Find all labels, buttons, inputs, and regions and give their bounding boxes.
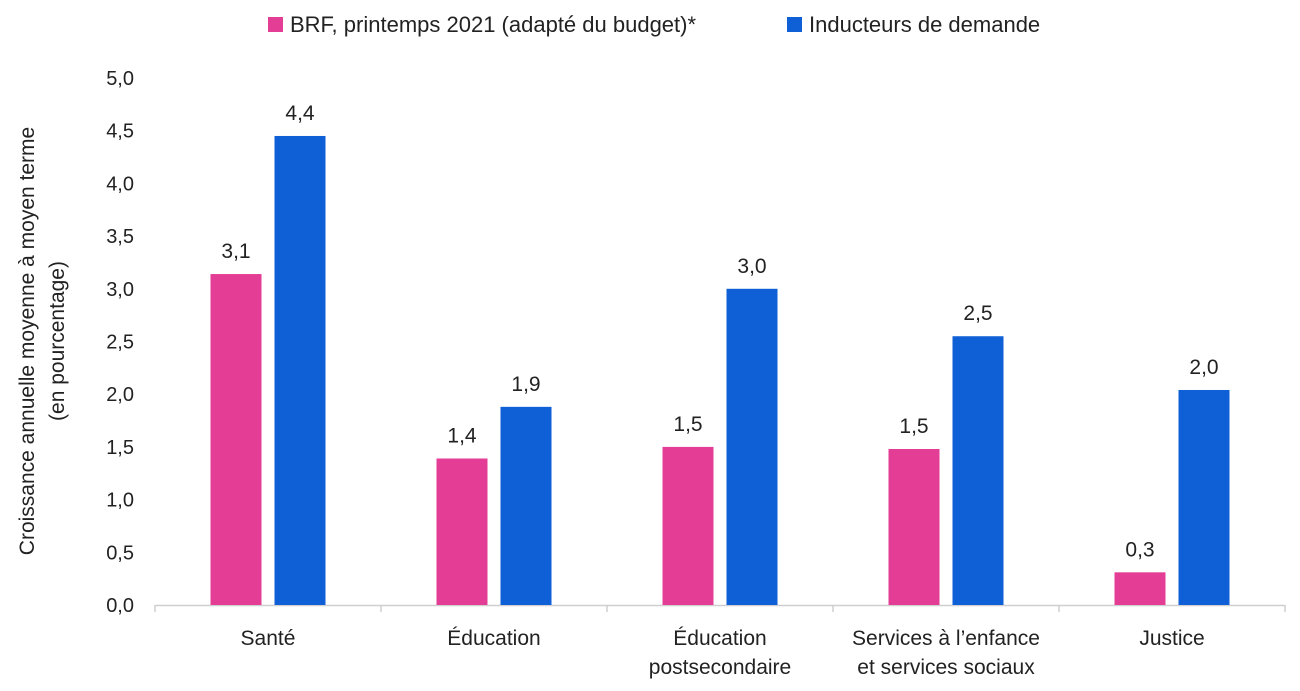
bar-inducteurs-5 bbox=[1178, 389, 1230, 605]
data-label: 3,0 bbox=[737, 255, 766, 278]
category-label: postsecondaire bbox=[649, 656, 791, 679]
legend-label-2: Inducteurs de demande bbox=[809, 12, 1040, 37]
bar-inducteurs-2 bbox=[500, 406, 552, 605]
legend-swatch-2 bbox=[787, 17, 802, 32]
data-label: 2,5 bbox=[963, 302, 992, 325]
data-label: 4,4 bbox=[285, 102, 315, 125]
y-axis-title-line-2: (en pourcentage) bbox=[46, 261, 69, 421]
bar-inducteurs-1 bbox=[274, 135, 326, 605]
data-label: 1,5 bbox=[673, 413, 702, 436]
data-label: 1,5 bbox=[899, 415, 928, 438]
data-label: 2,0 bbox=[1189, 356, 1218, 379]
y-tick-label: 3,5 bbox=[106, 226, 134, 248]
y-tick-label: 1,0 bbox=[106, 490, 134, 512]
y-axis-title: Croissance annuelle moyenne à moyen term… bbox=[16, 127, 69, 555]
category-label: Justice bbox=[1139, 627, 1204, 650]
bar-brf-4 bbox=[888, 449, 940, 605]
legend-swatch-1 bbox=[268, 17, 283, 32]
category-label: et services sociaux bbox=[857, 656, 1035, 679]
data-label: 1,4 bbox=[447, 424, 477, 447]
y-tick-label: 0,0 bbox=[106, 595, 134, 617]
y-axis-ticks: 0,0 0,5 1,0 1,5 2,0 2,5 3,0 3,5 4,0 4,5 5,0 bbox=[106, 68, 134, 617]
data-label: 3,1 bbox=[221, 240, 250, 263]
y-tick-label: 5,0 bbox=[106, 68, 134, 90]
y-tick-label: 3,0 bbox=[106, 279, 134, 301]
category-label: Services à l’enfance bbox=[852, 627, 1040, 650]
category-label: Éducation bbox=[673, 627, 766, 650]
data-label: 1,9 bbox=[511, 373, 540, 396]
x-axis bbox=[154, 604, 1286, 612]
bar-brf-5 bbox=[1114, 572, 1166, 605]
bar-inducteurs-4 bbox=[952, 336, 1004, 605]
y-tick-label: 2,0 bbox=[106, 384, 134, 406]
y-tick-label: 4,5 bbox=[106, 121, 134, 143]
y-tick-label: 2,5 bbox=[106, 332, 134, 354]
legend-label-1: BRF, printemps 2021 (adapté du budget)* bbox=[290, 12, 696, 37]
y-tick-label: 4,0 bbox=[106, 173, 134, 195]
category-label: Éducation bbox=[447, 627, 540, 650]
data-labels: 3,1 4,4 1,4 1,9 1,5 3,0 1,5 2,5 0,3 2,0 bbox=[221, 102, 1218, 561]
bars bbox=[210, 135, 1230, 605]
bar-brf-1 bbox=[210, 274, 262, 605]
bar-brf-2 bbox=[436, 458, 488, 605]
legend: BRF, printemps 2021 (adapté du budget)* I… bbox=[268, 12, 1040, 37]
y-tick-label: 0,5 bbox=[106, 542, 134, 564]
category-labels: Santé Éducation Éducation postsecondaire Ser… bbox=[241, 627, 1205, 679]
y-tick-label: 1,5 bbox=[106, 437, 134, 459]
data-label: 0,3 bbox=[1125, 538, 1154, 561]
y-axis-title-line-1: Croissance annuelle moyenne à moyen term… bbox=[16, 127, 39, 555]
bar-brf-3 bbox=[662, 446, 714, 605]
bar-inducteurs-3 bbox=[726, 288, 778, 605]
category-label: Santé bbox=[241, 627, 296, 650]
